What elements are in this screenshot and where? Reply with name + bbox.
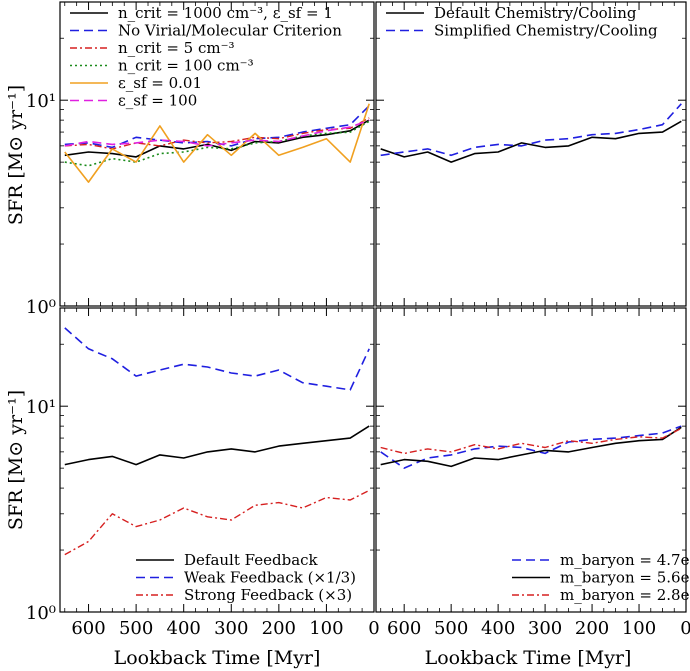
series-line-6	[64, 119, 370, 147]
panel-frame	[375, 307, 687, 613]
x-tick-label: 600	[387, 618, 421, 639]
y-tick-label: 10⁰	[26, 603, 56, 624]
series-line-2	[380, 426, 682, 468]
series-line-5	[64, 103, 370, 183]
panel-frame	[375, 1, 687, 307]
legend-entry: Weak Feedback (×1/3)	[184, 569, 356, 587]
x-tick-label: 400	[167, 618, 201, 639]
panel-bottom-left: 600 500 400 300 200 100 0 10⁰ 10¹ Default Feedbac…	[26, 307, 380, 639]
legend-entry: m_baryon = 5.6e4	[560, 569, 690, 587]
ylabel-bottom: SFR [M⊙ yr⁻¹]	[5, 390, 27, 530]
series-line-3	[64, 489, 370, 556]
legend-entry: ε_sf = 100	[118, 92, 197, 110]
legend-entry: Default Feedback	[184, 551, 319, 569]
panel-bottom-right: 600 500 400 300 200 100 0m_baryon = 4.7e5m_bar…	[375, 307, 690, 639]
legend-entry: m_baryon = 2.8e3	[560, 586, 690, 604]
series-line-3	[380, 427, 682, 455]
legend-entry: Strong Feedback (×3)	[184, 586, 352, 604]
legend-entry: Simplified Chemistry/Cooling	[434, 22, 658, 40]
legend-entry: n_crit = 5 cm⁻³	[118, 39, 235, 57]
series-line-1	[64, 425, 370, 466]
x-tick-label: 400	[481, 618, 515, 639]
series-line-1	[380, 425, 682, 469]
legend-entry: No Virial/Molecular Criterion	[118, 22, 342, 40]
xlabel-right: Lookback Time [Myr]	[425, 647, 632, 669]
x-tick-label: 100	[622, 618, 656, 639]
x-tick-label: 300	[528, 618, 562, 639]
panel-frame	[59, 307, 375, 613]
legend-entry: n_crit = 1000 cm⁻³, ε_sf = 1	[118, 4, 333, 22]
series-line-3	[64, 117, 370, 150]
series-line-2	[64, 105, 370, 149]
x-tick-label: 600	[71, 618, 105, 639]
x-tick-label: 300	[214, 618, 248, 639]
ylabel-top: SFR [M⊙ yr⁻¹]	[5, 85, 27, 225]
series-line-1	[64, 119, 370, 158]
legend-entry: Default Chemistry/Cooling	[434, 4, 637, 22]
xlabel-left: Lookback Time [Myr]	[114, 647, 321, 669]
y-tick-label: 10¹	[26, 397, 56, 418]
x-tick-label: 500	[434, 618, 468, 639]
x-tick-label: 200	[575, 618, 609, 639]
y-tick-label: 10¹	[26, 91, 56, 112]
panel-top-left: 10⁰ 10¹ n_crit = 1000 cm⁻³, ε_sf = 1No Vir…	[26, 1, 375, 318]
panel-frame	[59, 1, 375, 307]
series-line-2	[380, 103, 682, 157]
x-tick-label: 500	[119, 618, 153, 639]
x-tick-label: 200	[262, 618, 296, 639]
x-tick-label: 0	[680, 618, 690, 639]
series-line-2	[64, 327, 370, 391]
x-tick-label: 0	[368, 618, 379, 639]
x-tick-label: 100	[309, 618, 343, 639]
legend-entry: n_crit = 100 cm⁻³	[118, 57, 254, 75]
legend-entry: m_baryon = 4.7e5	[560, 551, 690, 569]
legend: n_crit = 1000 cm⁻³, ε_sf = 1No Virial/Mo…	[70, 4, 342, 110]
y-tick-label: 10⁰	[26, 297, 56, 318]
series-line-1	[380, 120, 682, 163]
legend-entry: ε_sf = 0.01	[118, 74, 202, 92]
